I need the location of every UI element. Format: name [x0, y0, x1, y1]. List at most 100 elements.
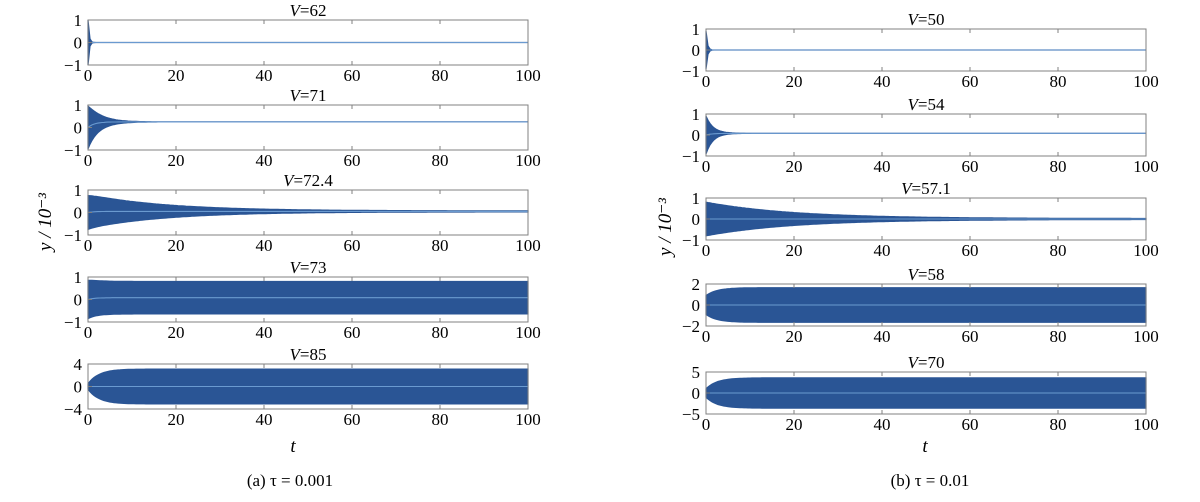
axes-box	[87, 104, 529, 151]
x-tick-label: 40	[874, 241, 891, 260]
y-tick-label: 0	[74, 378, 83, 397]
axes-box	[705, 113, 1147, 157]
y-tick-label: −1	[64, 313, 82, 332]
xlabel-b: t	[922, 436, 928, 457]
x-tick-label: 40	[256, 236, 273, 255]
x-tick-label: 100	[1133, 72, 1159, 91]
x-tick-label: 0	[702, 327, 711, 346]
x-tick-label: 0	[84, 151, 93, 170]
signal-line	[705, 132, 1146, 136]
x-tick-label: 20	[168, 66, 185, 85]
x-tick-label: 80	[1050, 72, 1067, 91]
subplot-title: V=85	[290, 345, 327, 364]
y-tick-label: −2	[682, 317, 700, 336]
x-tick-label: 20	[168, 151, 185, 170]
y-tick-label: 0	[692, 126, 701, 145]
x-tick-label: 100	[515, 66, 541, 85]
x-tick-label: 40	[256, 410, 273, 429]
x-tick-label: 0	[702, 157, 711, 176]
y-tick-label: 1	[74, 268, 83, 287]
x-tick-label: 0	[702, 415, 711, 434]
signal-line	[87, 210, 528, 214]
y-tick-label: −1	[682, 62, 700, 81]
y-tick-label: 1	[74, 181, 83, 200]
x-tick-label: 60	[344, 410, 361, 429]
subplot-title: V=57.1	[901, 179, 951, 198]
y-tick-label: 2	[692, 275, 701, 294]
y-tick-label: 0	[692, 296, 701, 315]
y-tick-label: 0	[692, 384, 701, 403]
subplot-title: V=72.4	[283, 171, 333, 190]
x-tick-label: 80	[1050, 241, 1067, 260]
y-tick-label: 0	[74, 291, 83, 310]
x-tick-label: 60	[344, 323, 361, 342]
signal-envelope	[87, 279, 529, 320]
x-tick-label: 100	[1133, 415, 1159, 434]
y-tick-label: −1	[682, 147, 700, 166]
x-tick-label: 20	[786, 72, 803, 91]
x-tick-label: 20	[786, 327, 803, 346]
x-tick-label: 80	[1050, 327, 1067, 346]
y-tick-label: −1	[682, 231, 700, 250]
xlabel-a: t	[290, 436, 296, 457]
x-tick-label: 60	[962, 72, 979, 91]
x-tick-label: 60	[962, 157, 979, 176]
x-tick-label: 80	[432, 151, 449, 170]
subplot-title: V=70	[908, 353, 945, 372]
x-tick-label: 40	[256, 66, 273, 85]
x-tick-label: 40	[874, 72, 891, 91]
y-tick-label: 1	[692, 20, 701, 39]
x-tick-label: 20	[786, 241, 803, 260]
x-tick-label: 100	[1133, 157, 1159, 176]
y-tick-label: 1	[74, 11, 83, 30]
caption-a: (a) τ = 0.001	[247, 471, 333, 490]
signal-envelope	[705, 115, 1146, 155]
x-tick-label: 40	[874, 157, 891, 176]
y-tick-label: −5	[682, 405, 700, 424]
x-tick-label: 20	[786, 415, 803, 434]
y-tick-label: 0	[692, 210, 701, 229]
subplot-title: V=54	[908, 95, 945, 114]
x-tick-label: 40	[256, 151, 273, 170]
x-tick-label: 100	[515, 323, 541, 342]
x-tick-label: 60	[962, 327, 979, 346]
y-tick-label: 0	[74, 119, 83, 138]
y-tick-label: 5	[692, 363, 701, 382]
ylabel-b: y / 10⁻³	[655, 198, 676, 258]
x-tick-label: 40	[874, 327, 891, 346]
caption-b: (b) τ = 0.01	[891, 471, 970, 490]
x-tick-label: 0	[84, 236, 93, 255]
x-tick-label: 40	[874, 415, 891, 434]
x-tick-label: 100	[515, 236, 541, 255]
x-tick-label: 60	[962, 241, 979, 260]
x-tick-label: 60	[344, 236, 361, 255]
x-tick-label: 40	[256, 323, 273, 342]
subplot-title: V=73	[290, 258, 327, 277]
x-tick-label: 20	[168, 323, 185, 342]
x-tick-label: 0	[84, 323, 93, 342]
x-tick-label: 100	[515, 410, 541, 429]
x-tick-label: 0	[702, 72, 711, 91]
x-tick-label: 80	[432, 323, 449, 342]
subplot-title: V=58	[908, 265, 945, 284]
y-tick-label: 1	[692, 105, 701, 124]
x-tick-label: 20	[168, 236, 185, 255]
x-tick-label: 0	[702, 241, 711, 260]
signal-line	[87, 297, 528, 301]
y-tick-label: −1	[64, 226, 82, 245]
y-tick-label: 0	[74, 204, 83, 223]
x-tick-label: 0	[84, 66, 93, 85]
x-tick-label: 80	[432, 410, 449, 429]
x-tick-label: 100	[1133, 241, 1159, 260]
